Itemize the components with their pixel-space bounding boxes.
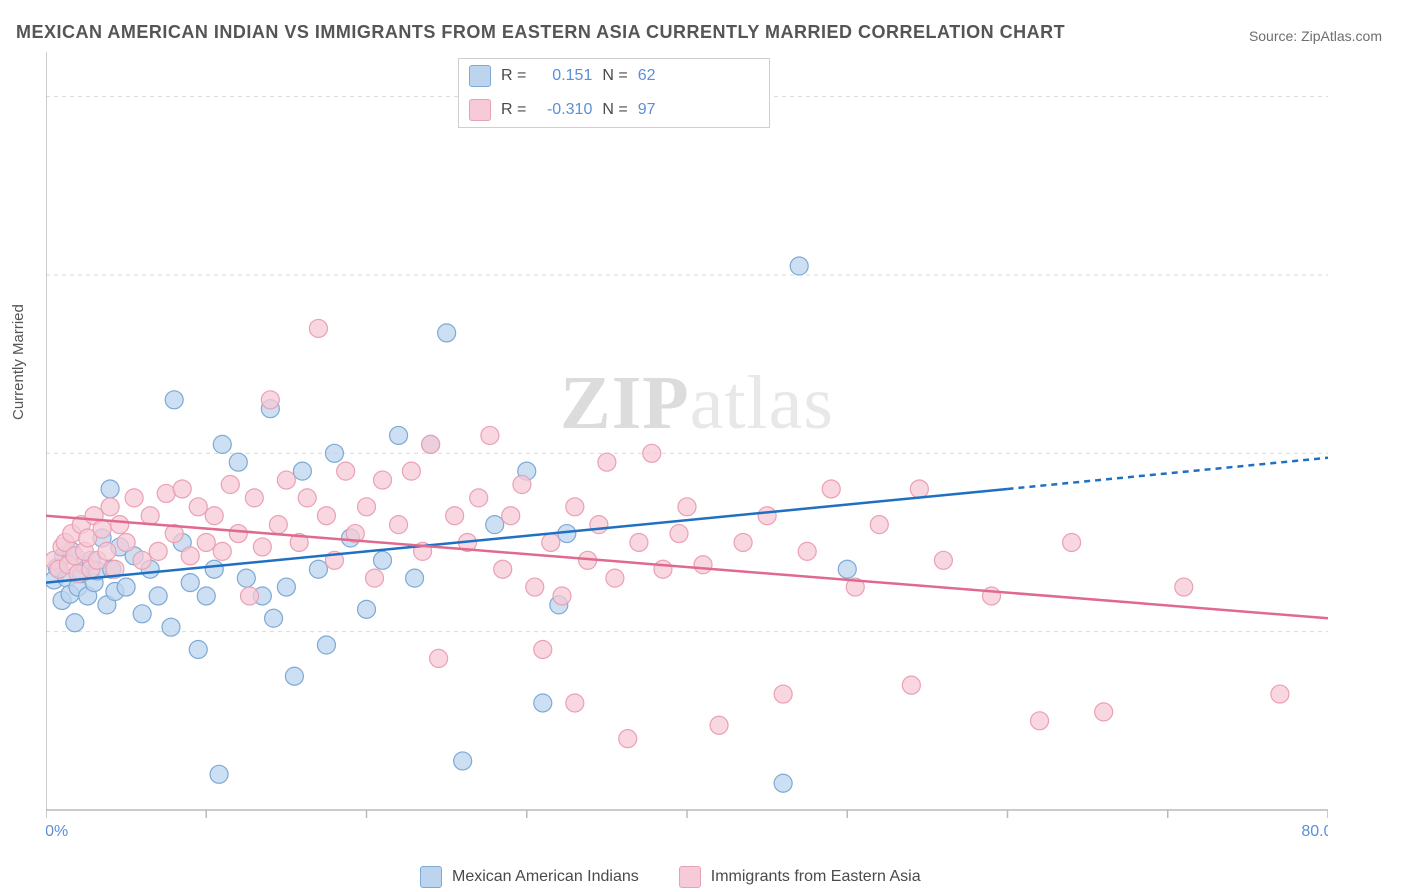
chart-title: MEXICAN AMERICAN INDIAN VS IMMIGRANTS FR… (16, 22, 1065, 43)
svg-text:80.0%: 80.0% (1301, 823, 1328, 840)
legend-swatch-1b (420, 866, 442, 888)
legend-label-2: Immigrants from Eastern Asia (711, 868, 921, 886)
scatter-chart: 0.0%80.0%40.0%60.0%80.0%100.0% (46, 52, 1328, 840)
legend-row-series-1: R = 0.151 N = 62 (459, 59, 769, 93)
legend-swatch-2b (679, 866, 701, 888)
r-value-2: -0.310 (536, 101, 592, 119)
legend-label-1: Mexican American Indians (452, 868, 639, 886)
r-value-1: 0.151 (536, 67, 592, 85)
n-value-1: 62 (638, 67, 694, 85)
legend-swatch-1 (469, 65, 491, 87)
legend-item-2: Immigrants from Eastern Asia (679, 866, 921, 888)
y-axis-label: Currently Married (10, 304, 27, 420)
legend-swatch-2 (469, 99, 491, 121)
legend-item-1: Mexican American Indians (420, 866, 639, 888)
legend-row-series-2: R = -0.310 N = 97 (459, 93, 769, 127)
n-value-2: 97 (638, 101, 694, 119)
svg-text:0.0%: 0.0% (46, 823, 68, 840)
chart-svg: 0.0%80.0%40.0%60.0%80.0%100.0% (46, 52, 1328, 840)
correlation-legend: R = 0.151 N = 62 R = -0.310 N = 97 (458, 58, 770, 128)
source-attribution: Source: ZipAtlas.com (1249, 28, 1382, 44)
series-legend: Mexican American Indians Immigrants from… (420, 866, 921, 888)
